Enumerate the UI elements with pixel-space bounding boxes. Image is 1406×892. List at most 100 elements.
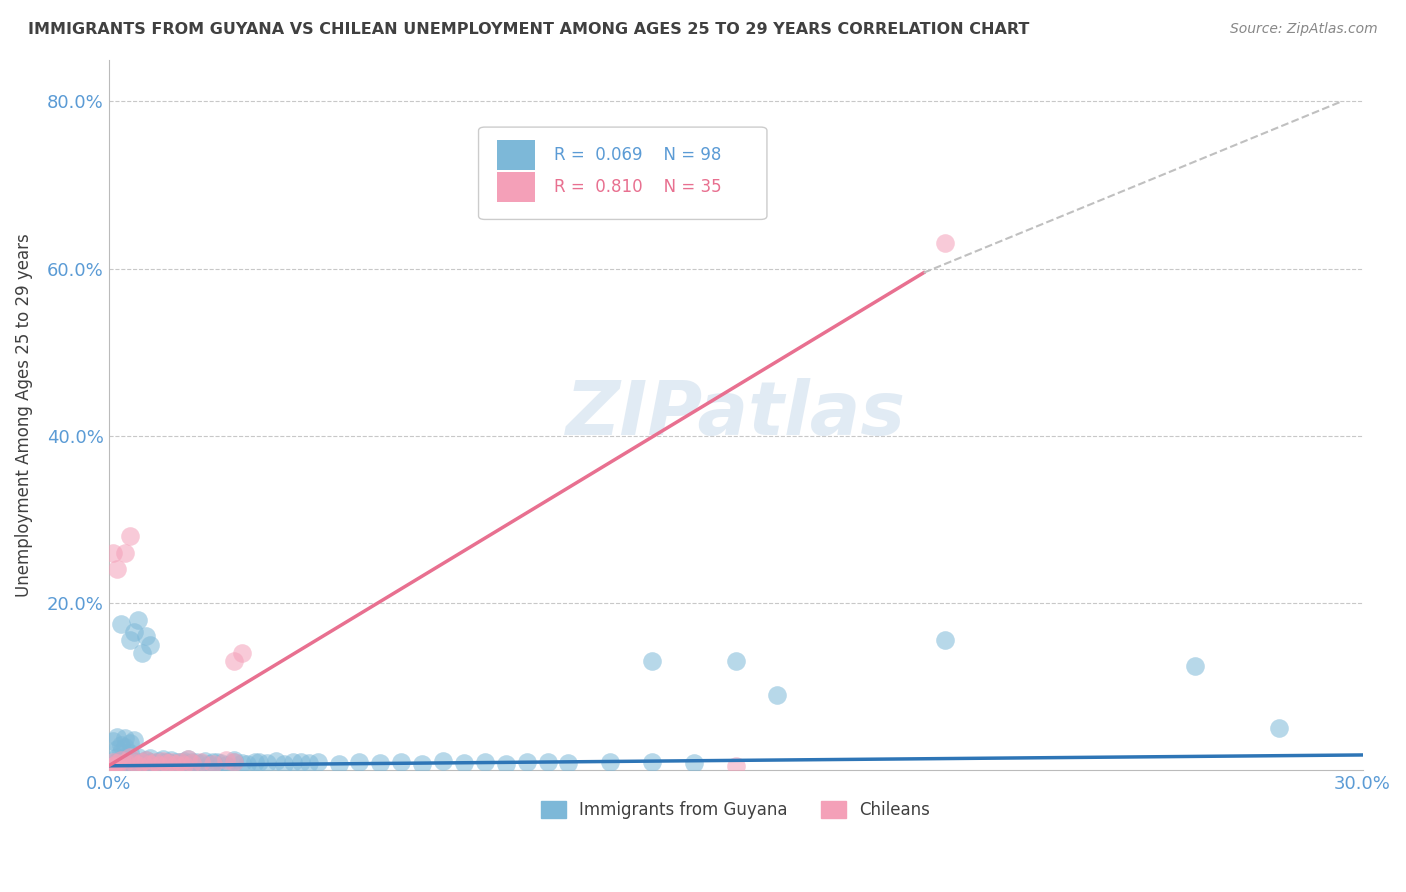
Text: ZIPatlas: ZIPatlas	[565, 378, 905, 451]
Point	[247, 756, 270, 770]
Point	[118, 756, 141, 770]
Point	[114, 739, 136, 754]
Point	[160, 755, 183, 769]
Point	[143, 756, 166, 771]
Point	[135, 753, 157, 767]
Point	[934, 236, 956, 251]
Point	[152, 754, 174, 768]
Point	[105, 755, 128, 769]
Point	[118, 746, 141, 760]
Point	[152, 752, 174, 766]
Point	[110, 738, 132, 752]
Point	[139, 757, 162, 772]
Point	[214, 758, 236, 772]
Point	[110, 756, 132, 771]
Point	[110, 753, 132, 767]
Point	[114, 731, 136, 746]
Point	[101, 759, 124, 773]
Point	[389, 756, 412, 770]
Y-axis label: Unemployment Among Ages 25 to 29 years: Unemployment Among Ages 25 to 29 years	[15, 233, 32, 597]
Point	[101, 756, 124, 771]
Point	[169, 756, 191, 770]
Text: R =  0.069    N = 98: R = 0.069 N = 98	[554, 145, 721, 164]
Text: IMMIGRANTS FROM GUYANA VS CHILEAN UNEMPLOYMENT AMONG AGES 25 TO 29 YEARS CORRELA: IMMIGRANTS FROM GUYANA VS CHILEAN UNEMPL…	[28, 22, 1029, 37]
Point	[122, 757, 145, 772]
Point	[222, 756, 245, 770]
Point	[453, 756, 475, 771]
Point	[202, 757, 225, 772]
Point	[165, 755, 187, 769]
Point	[328, 757, 350, 772]
Point	[105, 742, 128, 756]
Legend: Immigrants from Guyana, Chileans: Immigrants from Guyana, Chileans	[534, 794, 936, 826]
Point	[235, 757, 257, 772]
Point	[214, 753, 236, 767]
Point	[127, 613, 149, 627]
Text: R =  0.810    N = 35: R = 0.810 N = 35	[554, 178, 721, 195]
Point	[156, 756, 179, 771]
Point	[411, 757, 433, 772]
Point	[165, 757, 187, 772]
Point	[101, 759, 124, 773]
Point	[186, 756, 208, 770]
Point	[173, 758, 195, 772]
Point	[160, 756, 183, 771]
Point	[724, 654, 747, 668]
Point	[536, 756, 558, 770]
Point	[641, 654, 664, 668]
Point	[682, 756, 704, 771]
Point	[139, 751, 162, 765]
Point	[122, 732, 145, 747]
Text: Source: ZipAtlas.com: Source: ZipAtlas.com	[1230, 22, 1378, 37]
Point	[135, 753, 157, 767]
Point	[181, 756, 204, 771]
Point	[135, 629, 157, 643]
Point	[105, 562, 128, 576]
Point	[231, 756, 253, 771]
Point	[190, 756, 212, 771]
Point	[118, 752, 141, 766]
Point	[118, 529, 141, 543]
Point	[101, 733, 124, 747]
Point	[181, 757, 204, 772]
Point	[114, 546, 136, 560]
Point	[110, 616, 132, 631]
Point	[118, 736, 141, 750]
Point	[211, 756, 233, 771]
Point	[122, 625, 145, 640]
Point	[281, 756, 304, 770]
Point	[198, 757, 221, 772]
Point	[264, 754, 287, 768]
Point	[118, 750, 141, 764]
Point	[165, 758, 187, 772]
Point	[131, 646, 153, 660]
Point	[298, 756, 321, 771]
Point	[114, 755, 136, 769]
Point	[105, 730, 128, 744]
Point	[177, 752, 200, 766]
Point	[101, 759, 124, 773]
Point	[105, 750, 128, 764]
Point	[190, 755, 212, 769]
Point	[256, 756, 278, 771]
Point	[101, 755, 124, 769]
Point	[118, 633, 141, 648]
Point	[122, 754, 145, 768]
Point	[495, 757, 517, 772]
Point	[474, 756, 496, 770]
Point	[101, 546, 124, 560]
Point	[143, 758, 166, 772]
FancyBboxPatch shape	[498, 172, 534, 202]
Point	[169, 757, 191, 772]
Point	[148, 757, 170, 772]
Point	[122, 756, 145, 771]
Point	[516, 755, 538, 769]
Point	[181, 755, 204, 769]
Point	[599, 756, 621, 770]
Point	[307, 756, 329, 770]
Point	[207, 755, 229, 769]
Point	[273, 757, 295, 772]
Point	[641, 755, 664, 769]
Point	[139, 756, 162, 770]
Point	[105, 759, 128, 773]
